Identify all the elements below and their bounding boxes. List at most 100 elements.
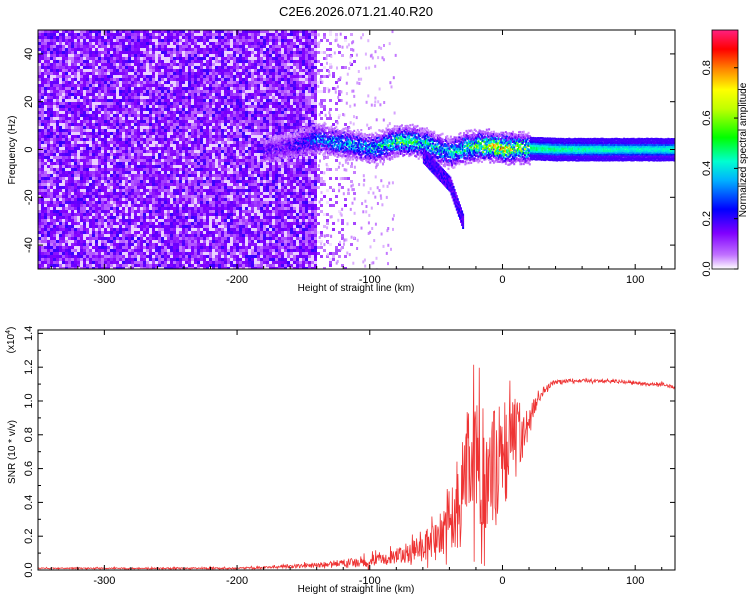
spectrogram-noise-cell: [65, 90, 68, 93]
spectrogram-noise-cell: [107, 150, 110, 153]
spectrogram-noise-cell: [38, 48, 41, 51]
spectrogram-noise-cell: [173, 39, 176, 42]
spectrogram-noise-cell: [152, 231, 155, 234]
spectrogram-noise-cell: [149, 33, 152, 36]
spectrogram-noise-cell: [188, 258, 191, 261]
spectrogram-noise-cell: [146, 111, 149, 114]
spectrogram-noise-cell: [50, 96, 53, 99]
spectrogram-noise-cell: [200, 249, 203, 252]
spectrogram-noise-cell: [119, 51, 122, 54]
spectrogram-noise-cell: [104, 243, 107, 246]
spectrogram-noise-cell: [179, 117, 182, 120]
spectrogram-noise-cell: [56, 174, 59, 177]
spectrogram-noise-cell: [53, 33, 56, 36]
spectrogram-noise-cell: [38, 123, 41, 126]
spectrogram-noise-cell: [188, 174, 191, 177]
spectrogram-noise-cell: [149, 255, 152, 258]
spectrogram-noise-cell: [206, 165, 209, 168]
spectrogram-noise-cell: [152, 102, 155, 105]
spectrogram-noise-cell: [224, 60, 227, 63]
spectrogram-noise-cell: [149, 228, 152, 231]
spectrogram-noise-cell: [197, 213, 200, 216]
spectrogram-noise-cell: [50, 111, 53, 114]
spectrogram-noise-cell: [68, 135, 71, 138]
spectrogram-noise-cell: [191, 237, 194, 240]
spectrogram-noise-cell: [155, 48, 158, 51]
spectrogram-noise-cell: [149, 249, 152, 252]
spectrogram-noise-cell: [140, 153, 143, 156]
spectrogram-noise-cell: [122, 72, 125, 75]
spectrogram-noise-cell: [50, 216, 53, 219]
spectrogram-noise-cell: [95, 96, 98, 99]
spectrogram-noise-cell: [122, 243, 125, 246]
spectrogram-noise-cell: [176, 48, 179, 51]
spectrogram-noise-cell: [131, 153, 134, 156]
spectrogram-noise-cell: [50, 147, 53, 150]
spectrogram-noise-cell: [215, 198, 218, 201]
spectrogram-noise-cell: [137, 87, 140, 90]
spectrogram-noise-cell: [164, 210, 167, 213]
spectrogram-noise-cell: [197, 39, 200, 42]
spectrogram-noise-cell: [56, 243, 59, 246]
spectrogram-noise-cell: [83, 210, 86, 213]
spectrogram-noise-cell: [113, 78, 116, 81]
spectrogram-noise-cell: [164, 234, 167, 237]
spectrogram-noise-cell: [53, 54, 56, 57]
spectrogram-noise-cell: [209, 30, 212, 33]
spectrogram-noise-cell: [98, 111, 101, 114]
spectrogram-noise-cell: [95, 237, 98, 240]
spectrogram-noise-cell: [68, 42, 71, 45]
spectrogram-noise-cell: [113, 39, 116, 42]
spectrogram-noise-cell: [62, 69, 65, 72]
spectrogram-noise-cell: [176, 159, 179, 162]
spectrogram-noise-cell: [113, 168, 116, 171]
spectrogram-noise-cell: [83, 63, 86, 66]
spectrogram-noise-cell: [116, 243, 119, 246]
spectrogram-noise-cell: [149, 36, 152, 39]
spectrogram-noise-cell: [149, 132, 152, 135]
spectrogram-noise-cell: [53, 228, 56, 231]
spectrogram-noise-cell: [80, 150, 83, 153]
spectrogram-noise-cell: [206, 147, 209, 150]
spectrogram-noise-cell: [143, 120, 146, 123]
spectrogram-noise-cell: [56, 96, 59, 99]
spectrogram-noise-cell: [74, 102, 77, 105]
spectrogram-noise-cell: [44, 249, 47, 252]
spectrogram-noise-cell: [170, 207, 173, 210]
spectrogram-noise-cell: [38, 240, 41, 243]
spectrogram-noise-cell: [77, 237, 80, 240]
spectrogram-noise-cell: [86, 183, 89, 186]
spectrogram-noise-cell: [83, 135, 86, 138]
spectrogram-noise-cell: [194, 126, 197, 129]
spectrogram-noise-cell: [131, 60, 134, 63]
spectrogram-noise-cell: [191, 84, 194, 87]
spectrogram-noise-cell: [122, 156, 125, 159]
spectrogram-noise-cell: [191, 180, 194, 183]
spectrogram-noise-cell: [65, 228, 68, 231]
spectrogram-noise-cell: [197, 93, 200, 96]
spectrogram-noise-cell: [125, 96, 128, 99]
spectrogram-noise-cell: [50, 189, 53, 192]
spectrogram-noise-cell: [140, 45, 143, 48]
spectrogram-noise-cell: [80, 207, 83, 210]
spectrogram-noise-cell: [86, 225, 89, 228]
spectrogram-noise-cell: [206, 123, 209, 126]
spectrogram-noise-cell: [47, 213, 50, 216]
spectrogram-noise-cell: [107, 114, 110, 117]
spectrogram-noise-cell: [119, 117, 122, 120]
spectrogram-noise-cell: [119, 33, 122, 36]
spectrogram-noise-cell: [221, 30, 224, 33]
spectrogram-noise-cell: [134, 216, 137, 219]
spectrogram-noise-cell: [137, 264, 140, 267]
spectrogram-noise-cell: [197, 153, 200, 156]
spectrogram-noise-cell: [107, 48, 110, 51]
spectrogram-noise-cell: [83, 168, 86, 171]
spectrogram-noise-cell: [221, 201, 224, 204]
spectrogram-noise-cell: [83, 195, 86, 198]
spectrogram-noise-cell: [74, 201, 77, 204]
spectrogram-noise-cell: [71, 168, 74, 171]
spectrogram-noise-cell: [89, 99, 92, 102]
spectrogram-noise-cell: [176, 63, 179, 66]
spectrogram-noise-cell: [125, 183, 128, 186]
spectrogram-noise-cell: [50, 144, 53, 147]
